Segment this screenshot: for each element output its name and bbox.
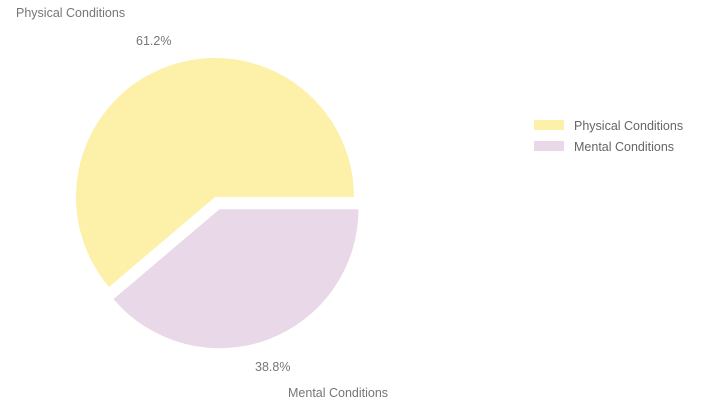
slice-label-mental: Mental Conditions <box>288 386 388 400</box>
legend-swatch-mental <box>534 141 564 151</box>
legend-label-mental: Mental Conditions <box>574 140 674 154</box>
slice-percent-mental: 38.8% <box>255 360 290 374</box>
pie-slices <box>76 57 359 349</box>
legend-swatch-physical <box>534 120 564 130</box>
slice-label-physical: Physical Conditions <box>16 6 125 20</box>
legend-label-physical: Physical Conditions <box>574 119 683 133</box>
pie-slice-mental-conditions <box>113 209 359 349</box>
pie-slice-physical-conditions <box>76 57 355 287</box>
legend: Physical Conditions Mental Conditions <box>534 119 683 154</box>
slice-percent-physical: 61.2% <box>136 34 171 48</box>
